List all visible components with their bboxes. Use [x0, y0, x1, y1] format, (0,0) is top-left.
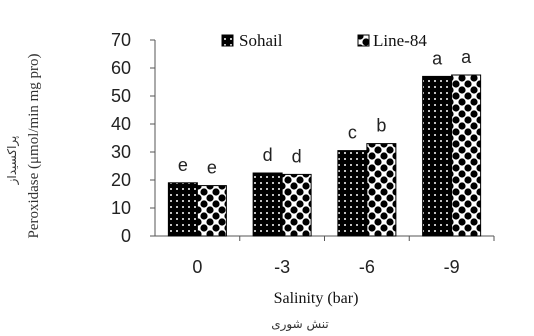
y-ticks: 0 10 20 30 40 50 60 70: [111, 30, 155, 246]
x-tick-label: 0: [192, 257, 202, 277]
x-axis-label: Salinity (bar): [274, 290, 359, 307]
legend-label-sohail: Sohail: [239, 31, 283, 50]
y-tick-label: 40: [111, 114, 131, 134]
significance-letter: e: [207, 158, 217, 178]
bar-sohail-2: [337, 150, 368, 237]
y-tick-label: 0: [121, 226, 131, 246]
x-ticks: 0 -3 -6 -9: [192, 236, 495, 277]
y-tick-label: 50: [111, 86, 131, 106]
legend-swatch-line84: [357, 34, 370, 47]
y-tick-label: 10: [111, 198, 131, 218]
bar-sohail-3: [422, 75, 453, 237]
bar-sohail-0: [167, 182, 198, 237]
y-axis-label-persian: پراکسیداز: [5, 136, 20, 186]
x-tick-label: -3: [274, 257, 290, 277]
significance-letter: b: [376, 116, 386, 136]
bar-line84-0: [196, 185, 227, 237]
legend: Sohail Line-84: [221, 31, 427, 50]
y-tick-label: 60: [111, 58, 131, 78]
bar-sohail-1: [252, 172, 283, 237]
bar-line84-3: [451, 74, 482, 237]
significance-letter: e: [178, 155, 188, 175]
x-tick-label: -9: [444, 257, 460, 277]
legend-swatch-sohail: [221, 34, 234, 47]
significance-letter: c: [348, 123, 357, 143]
x-tick-label: -6: [359, 257, 375, 277]
bar-line84-2: [366, 143, 397, 237]
legend-label-line84: Line-84: [373, 31, 427, 50]
significance-letter: a: [432, 48, 443, 68]
significance-letter: d: [292, 146, 302, 166]
y-axis-label: Peroxidase (μmol/min mg pro): [26, 53, 42, 238]
significance-letter: d: [263, 145, 273, 165]
y-tick-label: 30: [111, 142, 131, 162]
y-tick-label: 20: [111, 170, 131, 190]
bar-line84-1: [281, 173, 312, 237]
bars: e e d d c b a a: [167, 47, 482, 237]
y-tick-label: 70: [111, 30, 131, 50]
significance-letter: a: [461, 47, 472, 67]
x-axis-label-persian: تنش شوری: [271, 317, 329, 332]
